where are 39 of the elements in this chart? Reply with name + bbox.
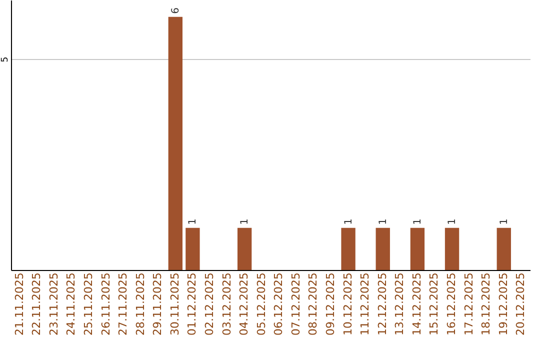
x-tick-label: 22.11.2025 xyxy=(30,272,44,336)
x-tick-label: 09.12.2025 xyxy=(324,272,338,336)
x-tick-label: 10.12.2025 xyxy=(341,272,354,336)
x-tick-label: 14.12.2025 xyxy=(410,272,424,336)
x-tick-label: 18.12.2025 xyxy=(480,272,493,336)
x-tick-label: 07.12.2025 xyxy=(289,272,302,336)
data-label: 1 xyxy=(378,218,389,225)
x-tick-label: 26.11.2025 xyxy=(99,272,112,336)
y-tick-label: 5 xyxy=(0,56,10,62)
x-tick-label: 02.12.2025 xyxy=(202,272,216,336)
data-label: 1 xyxy=(498,218,510,225)
data-label: 1 xyxy=(447,218,458,225)
x-tick-label: 27.11.2025 xyxy=(116,272,130,336)
x-tick-label: 21.11.2025 xyxy=(12,272,26,336)
x-tick-label: 05.12.2025 xyxy=(254,272,268,336)
x-tick-label: 19.12.2025 xyxy=(496,272,510,336)
data-label: 1 xyxy=(412,218,424,225)
data-label: 1 xyxy=(188,218,199,225)
x-tick-label: 28.11.2025 xyxy=(134,272,147,336)
x-tick-label: 06.12.2025 xyxy=(272,272,286,336)
x-tick-label: 11.12.2025 xyxy=(358,272,372,336)
data-label: 1 xyxy=(240,218,251,225)
x-tick-label: 29.11.2025 xyxy=(151,272,164,336)
x-tick-label: 23.11.2025 xyxy=(47,272,60,336)
x-tick-label: 30.11.2025 xyxy=(168,272,182,336)
x-tick-label: 15.12.2025 xyxy=(428,272,441,336)
x-tick-label: 25.11.2025 xyxy=(82,272,95,336)
x-tick-label: 12.12.2025 xyxy=(376,272,389,336)
x-tick-label: 01.12.2025 xyxy=(186,272,199,336)
x-tick-label: 04.12.2025 xyxy=(238,272,251,336)
x-tick-label: 03.12.2025 xyxy=(220,272,234,336)
x-tick-label: 08.12.2025 xyxy=(306,272,320,336)
x-tick-label: 13.12.2025 xyxy=(393,272,406,336)
data-label: 6 xyxy=(170,8,182,14)
x-tick-label: 20.12.2025 xyxy=(514,272,528,336)
x-tick-label: 17.12.2025 xyxy=(462,272,476,336)
x-tick-label: 16.12.2025 xyxy=(445,272,458,336)
x-tick-label: 24.11.2025 xyxy=(64,272,78,336)
data-label: 1 xyxy=(343,218,354,225)
